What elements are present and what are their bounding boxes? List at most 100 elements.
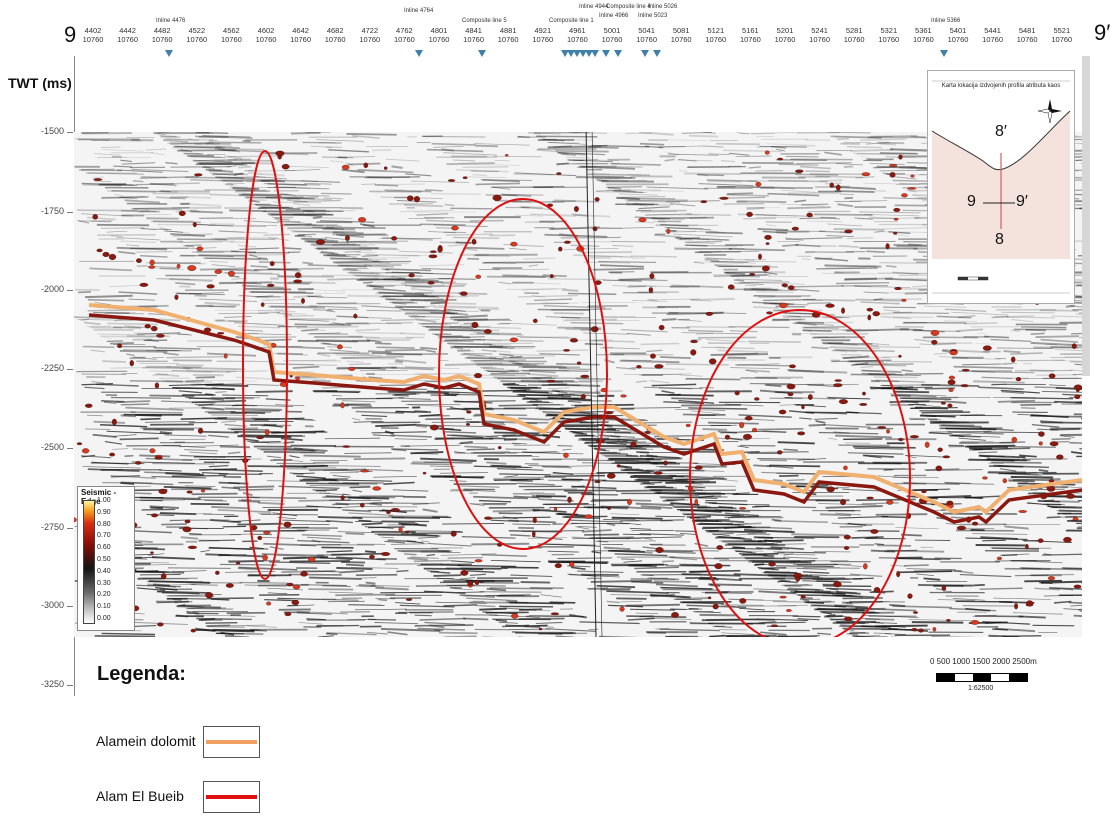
inline-tag: Inline 5366 [931,18,961,24]
inline-marker-icon [653,50,661,57]
trace-header-label: 4841 10760 [463,26,485,44]
y-tick-label: -3250 [40,679,64,689]
trace-header-label: 5401 10760 [947,26,969,44]
y-tick-label: -1500 [40,126,64,136]
y-tick-mark [67,369,73,370]
inline-marker-icon [641,50,649,57]
seismic-reflectors [74,132,1082,637]
colorbar-tick: 0.10 [97,603,111,611]
well-path-line-2 [591,132,603,637]
trace-header-label: 4762 10760 [393,26,415,44]
inline-marker-icon [579,50,587,57]
colorbar-tick: 0.30 [97,579,111,587]
scale-ratio: 1:62500 [968,685,994,692]
trace-header-label: 4722 10760 [359,26,381,44]
vertical-scrollbar[interactable] [1082,56,1090,376]
legend-label-alam-el-bueib: Alam El Bueib [96,788,184,804]
inline-marker-icon [940,50,948,57]
inset-label-right: 9′ [1016,193,1028,210]
trace-header-label: 5361 10760 [912,26,934,44]
inline-marker-icon [478,50,486,57]
inline-marker-icon [415,50,423,57]
inline-tag: Composite line 1 [549,18,594,24]
trace-header-label: 5241 10760 [809,26,831,44]
inline-marker-icon [602,50,610,57]
colorbar-tick: 0.60 [97,544,111,552]
colorbar-gradient [83,500,95,624]
inset-title: Karta lokacija izdvojenih profila atribu… [941,83,1061,89]
inline-marker-icon [573,50,581,57]
legend-label-alamein: Alamein dolomit [96,733,196,749]
inset-label-left: 9 [967,193,976,210]
edge-highlights [74,150,1082,633]
legend-title: Legenda: [97,663,186,685]
trace-header-label: 5041 10760 [636,26,658,44]
y-tick-mark [67,212,73,213]
well-path-line [585,132,597,637]
colorbar-tick: 0.90 [97,508,111,516]
legend-swatch-alam-el-bueib [203,781,260,813]
inline-marker-icon [165,50,173,57]
trace-header-label: 5521 10760 [1051,26,1073,44]
colorbar-tick: 0.40 [97,567,111,575]
y-tick-label: -2000 [40,284,64,294]
inset-location-map: Karta lokacija izdvojenih profila atribu… [927,70,1075,304]
inline-tag: Inline 5026 [648,4,678,10]
inline-tag: Inline 4476 [156,18,186,24]
scale-bar: 0 500 1000 1500 2000 2500m 1:62500 [930,657,1050,697]
north-arrow-icon [1037,99,1062,124]
inline-tag: Composite line 4 [606,4,651,10]
inset-frame-ticks [932,80,1070,294]
y-tick-mark [67,448,73,449]
inline-tag: Composite line 5 [462,18,507,24]
trace-header-label: 4642 10760 [290,26,312,44]
scale-bar-numbers: 0 500 1000 1500 2000 2500m [930,657,1037,666]
trace-header-label: 4402 10760 [82,26,104,44]
scale-bar-graphic [936,673,1028,682]
trace-header-label: 5201 10760 [774,26,796,44]
anomaly-ellipse [689,309,911,637]
colorbar: Seismic - Edge 1.000.900.800.700.600.500… [77,486,135,631]
trace-header-label: 4801 10760 [428,26,450,44]
inline-marker-icon [585,50,593,57]
inset-label-top: 8′ [995,123,1007,140]
inset-scale-icon [957,276,989,281]
inline-tag: Inline 4944 [579,4,609,10]
inset-label-bottom: 8 [995,231,1004,248]
trace-header-label: 5161 10760 [739,26,761,44]
section-end-label: 9′ [1094,20,1111,45]
trace-header-label: 5481 10760 [1016,26,1038,44]
trace-header-label: 4682 10760 [324,26,346,44]
anomaly-ellipse [242,150,288,580]
trace-header-label: 4442 10760 [117,26,139,44]
inline-tag: Inline 4966 [599,13,629,19]
y-tick-mark [67,528,73,529]
colorbar-tick: 0.70 [97,532,111,540]
trace-header-label: 5081 10760 [670,26,692,44]
inset-map-drawing [931,80,1071,294]
trace-header-label: 5001 10760 [601,26,623,44]
y-tick-mark [67,685,73,686]
colorbar-tick: 1.00 [97,497,111,504]
inline-marker-icon [591,50,599,57]
colorbar-tick: 0.80 [97,520,111,528]
trace-header-label: 5281 10760 [843,26,865,44]
trace-header-label: 5121 10760 [705,26,727,44]
seismic-background [74,132,1082,637]
section-start-label: 9 [64,22,77,47]
colorbar-tick: 0.20 [97,591,111,599]
y-tick-label: -2750 [40,522,64,532]
inline-marker-icon [561,50,569,57]
y-tick-label: -3000 [40,600,64,610]
horizon-alamein-dolomit [88,303,1082,515]
seismic-section [74,132,1082,637]
trace-header-label: 4921 10760 [532,26,554,44]
inline-tag: Inline 4764 [404,8,434,14]
colorbar-tick: 0.00 [97,615,111,622]
trace-header-label: 4522 10760 [186,26,208,44]
trace-header-label: 4562 10760 [220,26,242,44]
y-tick-mark [67,606,73,607]
colorbar-tick: 0.50 [97,556,111,563]
inline-marker-icon [567,50,575,57]
anomaly-ellipse [438,198,608,550]
